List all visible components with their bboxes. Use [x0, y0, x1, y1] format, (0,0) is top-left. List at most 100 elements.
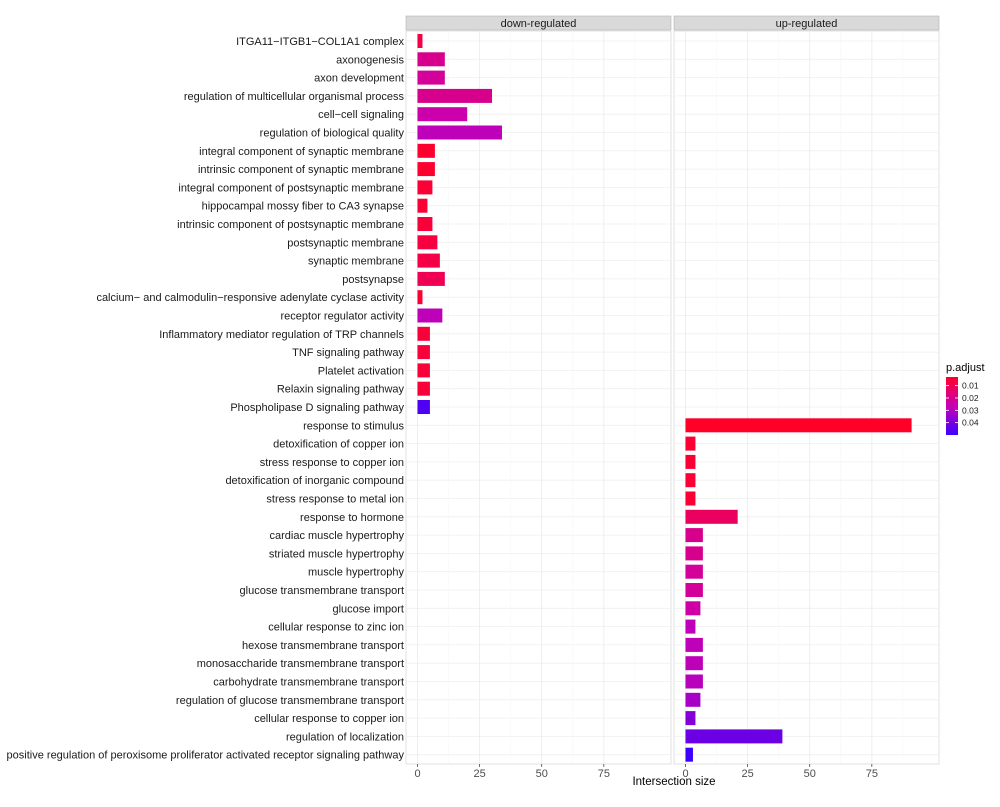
y-tick-label: regulation of multicellular organismal p… [184, 91, 405, 103]
bar-down-regulated-10 [417, 217, 433, 231]
y-tick-label: cardiac muscle hypertrophy [269, 530, 404, 542]
bar-down-regulated-3 [417, 88, 493, 103]
bar-down-regulated-12 [417, 253, 440, 268]
y-tick-label: ITGA11−ITGB1−COL1A1 complex [236, 36, 404, 48]
bar-down-regulated-17 [417, 345, 430, 360]
x-tick-label: 0 [682, 768, 688, 780]
y-tick-label: detoxification of copper ion [273, 439, 404, 451]
facet-strip-label: up-regulated [776, 18, 838, 30]
facet-strip-label: down-regulated [501, 18, 577, 30]
x-tick-label: 75 [866, 768, 878, 780]
y-tick-label: response to stimulus [303, 420, 404, 432]
bar-down-regulated-9 [417, 198, 428, 213]
x-tick-label: 25 [741, 768, 753, 780]
y-tick-label: axon development [314, 73, 404, 85]
bar-up-regulated-27 [685, 528, 703, 543]
x-axis-title: Intersection size [632, 776, 715, 788]
y-tick-label: synaptic membrane [308, 256, 404, 268]
y-tick-label: carbohydrate transmembrane transport [213, 677, 404, 689]
bar-down-regulated-4 [417, 107, 468, 122]
colorbar-legend: p.adjust 0.01 0.02 0.03 0.04 [946, 362, 985, 435]
legend-title: p.adjust [946, 362, 985, 374]
bar-down-regulated-18 [417, 363, 430, 378]
bar-up-regulated-37 [685, 711, 696, 726]
y-tick-label: striated muscle hypertrophy [269, 548, 405, 560]
bar-up-regulated-35 [685, 674, 703, 689]
y-axis-labels: ITGA11−ITGB1−COL1A1 complex axonogenesis a… [7, 36, 405, 762]
bar-down-regulated-19 [417, 381, 430, 396]
bar-up-regulated-31 [685, 601, 701, 616]
bar-down-regulated-5 [417, 125, 502, 140]
x-tick-label: 50 [804, 768, 816, 780]
bar-up-regulated-39 [685, 747, 693, 762]
colorbar-tick-label: 0.03 [962, 405, 979, 415]
y-tick-label: muscle hypertrophy [308, 567, 404, 579]
facet-panel-up-regulated: up-regulated [673, 15, 940, 765]
y-tick-label: TNF signaling pathway [292, 347, 404, 359]
y-tick-label: stress response to metal ion [266, 494, 404, 506]
y-tick-label: hexose transmembrane transport [242, 640, 404, 652]
colorbar-tick-label: 0.04 [962, 418, 979, 428]
bar-up-regulated-34 [685, 656, 703, 671]
colorbar-tick-label: 0.01 [962, 381, 979, 391]
y-tick-label: detoxification of inorganic compound [225, 475, 404, 487]
bar-up-regulated-24 [685, 473, 696, 488]
y-tick-label: regulation of biological quality [260, 128, 405, 140]
bar-up-regulated-21 [685, 418, 912, 433]
y-tick-label: hippocampal mossy fiber to CA3 synapse [202, 201, 404, 213]
bar-down-regulated-20 [417, 400, 430, 414]
y-tick-label: calcium− and calmodulin−responsive adeny… [96, 292, 404, 304]
y-tick-label: axonogenesis [336, 54, 404, 66]
facet-strip [673, 15, 940, 31]
colorbar [946, 377, 958, 435]
y-tick-label: Inflammatory mediator regulation of TRP … [159, 329, 404, 341]
facet-panels: down-regulated up-regulated [405, 15, 940, 765]
bar-up-regulated-25 [685, 491, 696, 506]
x-tick-label: 25 [473, 768, 485, 780]
bar-up-regulated-36 [685, 692, 701, 707]
y-tick-label: stress response to copper ion [260, 457, 404, 469]
y-tick-label: receptor regulator activity [281, 311, 405, 323]
y-tick-label: postsynapse [342, 274, 404, 286]
bar-down-regulated-1 [417, 52, 445, 67]
y-tick-label: positive regulation of peroxisome prolif… [7, 750, 405, 762]
bar-up-regulated-33 [685, 637, 703, 652]
bar-up-regulated-28 [685, 546, 703, 561]
bars [417, 34, 912, 762]
y-tick-label: cellular response to zinc ion [268, 622, 404, 634]
bar-up-regulated-22 [685, 436, 696, 451]
bar-down-regulated-11 [417, 235, 438, 250]
colorbar-tick-label: 0.02 [962, 393, 979, 403]
y-tick-label: glucose transmembrane transport [240, 585, 404, 597]
y-tick-label: postsynaptic membrane [287, 237, 404, 249]
y-tick-label: integral component of synaptic membrane [199, 146, 404, 158]
bar-up-regulated-30 [685, 583, 703, 597]
y-tick-label: integral component of postsynaptic membr… [178, 182, 404, 194]
bar-down-regulated-16 [417, 326, 430, 341]
facet-strip [405, 15, 672, 31]
bar-up-regulated-26 [685, 509, 738, 524]
bar-up-regulated-38 [685, 729, 783, 744]
bar-down-regulated-15 [417, 308, 443, 323]
panel-background [673, 30, 940, 765]
bar-down-regulated-6 [417, 143, 435, 158]
bar-down-regulated-0 [417, 34, 423, 48]
y-tick-label: glucose import [332, 603, 404, 615]
bar-down-regulated-2 [417, 70, 445, 85]
bar-up-regulated-32 [685, 619, 696, 634]
bar-up-regulated-23 [685, 454, 696, 469]
y-tick-label: response to hormone [300, 512, 404, 524]
bar-down-regulated-7 [417, 162, 435, 177]
x-tick-label: 50 [536, 768, 548, 780]
y-tick-label: monosaccharide transmembrane transport [197, 658, 404, 670]
y-tick-label: regulation of localization [286, 731, 404, 743]
y-tick-label: intrinsic component of postsynaptic memb… [177, 219, 404, 231]
x-axis: 0 25 50 75 0 25 50 75 [414, 764, 878, 780]
bar-up-regulated-29 [685, 564, 703, 579]
bar-down-regulated-14 [417, 290, 423, 305]
x-tick-label: 0 [414, 768, 420, 780]
bar-down-regulated-8 [417, 180, 433, 195]
y-tick-label: Phospholipase D signaling pathway [230, 402, 404, 414]
